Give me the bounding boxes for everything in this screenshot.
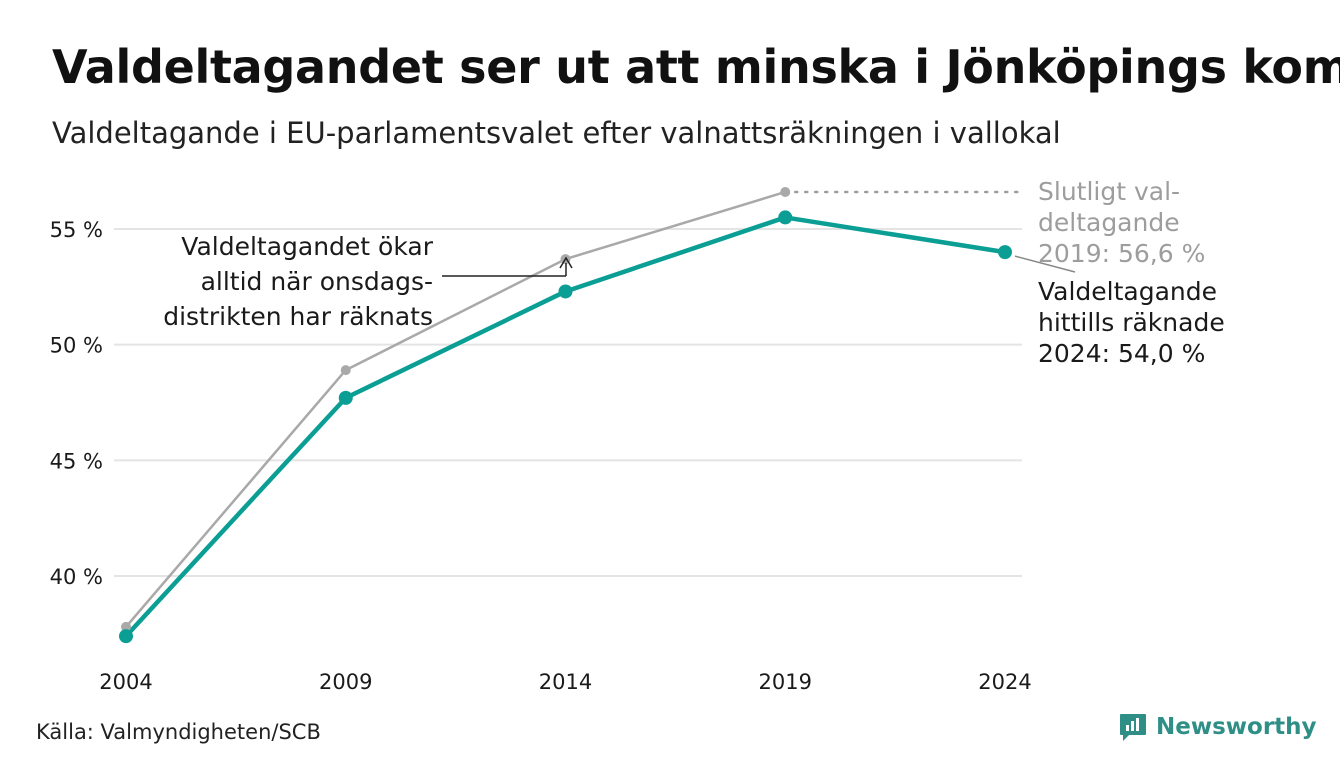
series-line-final [125, 190, 786, 628]
annotation-increase-line: distrikten har räknats [163, 302, 433, 331]
annotation-increase-line: Valdeltagandet ökar [181, 232, 433, 261]
page-title: Valdeltagandet ser ut att minska i Jönkö… [52, 40, 1340, 94]
annotation-final-line: deltagande [1038, 208, 1180, 237]
y-tick-label: 45 % [50, 449, 103, 473]
y-tick-label: 55 % [50, 218, 103, 242]
data-point-final [780, 186, 791, 197]
data-point-election_night [119, 629, 133, 644]
y-tick-label: 40 % [50, 565, 103, 589]
annotation-increase-line: alltid när onsdags- [201, 267, 433, 296]
annotation-final-line: Slutligt val- [1038, 177, 1180, 206]
x-axis-ticks: 2004 2009 2014 2019 2024 [99, 670, 1031, 694]
annotations: Valdeltagandet ökar alltid när onsdags-di… [163, 177, 1224, 368]
y-axis-ticks: 40 % 45 % 50 % 55 % [50, 218, 103, 589]
data-point-final [121, 621, 131, 632]
data-point-final [340, 365, 351, 376]
data-point-election_night [998, 245, 1012, 260]
annotation-current-connector [1014, 255, 1076, 273]
data-point-election_night [558, 284, 573, 299]
annotation-current-line: hittills räknade [1038, 308, 1225, 337]
source-text: Källa: Valmyndigheten/SCB [36, 720, 321, 744]
page-subtitle: Valdeltagande i EU-parlamentsvalet efter… [52, 116, 1061, 150]
data-point-election_night [778, 210, 793, 225]
data-point-election_night [338, 390, 353, 405]
series-points [119, 186, 1012, 644]
annotation-current-line: 2024: 54,0 % [1038, 339, 1205, 368]
x-tick-label: 2019 [759, 670, 812, 694]
x-tick-label: 2024 [978, 670, 1031, 694]
y-tick-label: 50 % [50, 334, 103, 358]
annotation-arrowhead [559, 256, 573, 269]
annotation-current-line: Valdeltagande [1038, 277, 1217, 306]
x-tick-label: 2014 [539, 670, 592, 694]
brand-logo: Newsworthy [1118, 712, 1317, 742]
brand-name: Newsworthy [1156, 714, 1317, 740]
annotation-final-line: 2019: 56,6 % [1038, 239, 1205, 268]
x-tick-label: 2009 [319, 670, 372, 694]
newsworthy-logo-icon [1120, 714, 1146, 741]
x-tick-label: 2004 [99, 670, 152, 694]
